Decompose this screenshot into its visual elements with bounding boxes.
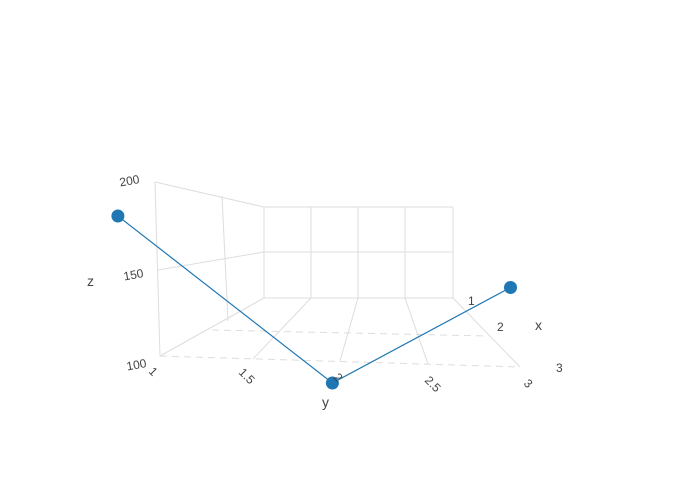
- x-axis-title: x: [535, 317, 542, 333]
- data-layer: [111, 209, 517, 390]
- y-tick-label: 1: [146, 364, 161, 379]
- y-tick-label: 1.5: [236, 365, 258, 387]
- series-line: [117, 215, 511, 384]
- z-tick-label: 150: [122, 266, 144, 283]
- x-tick-label: 3: [556, 361, 563, 375]
- data-point-2[interactable]: [325, 376, 339, 390]
- x-tick-label: 1: [468, 294, 475, 308]
- y-tick-label: 2.5: [422, 373, 444, 395]
- data-point-1[interactable]: [111, 209, 125, 223]
- floor-grid-plane: [159, 297, 521, 368]
- back-grid-plane: [263, 206, 454, 299]
- y-axis-title: y: [322, 394, 329, 410]
- left-grid-plane: [154, 181, 265, 357]
- z-tick-label: 200: [118, 172, 140, 189]
- z-axis-title: z: [87, 273, 94, 289]
- z-tick-label: 100: [125, 356, 147, 373]
- y-tick-label: 3: [521, 376, 536, 391]
- x-tick-label: 2: [497, 320, 504, 334]
- data-point-3[interactable]: [504, 281, 517, 294]
